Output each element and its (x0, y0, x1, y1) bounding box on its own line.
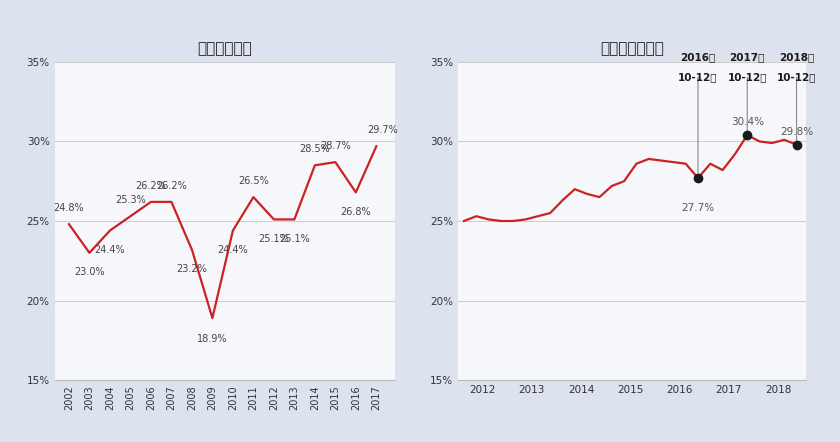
Text: 29.7%: 29.7% (367, 125, 398, 135)
Text: 24.8%: 24.8% (54, 203, 84, 213)
Text: 25.3%: 25.3% (115, 195, 146, 205)
Text: 18.9%: 18.9% (197, 334, 228, 344)
Text: 30.4%: 30.4% (731, 117, 764, 127)
Text: 23.2%: 23.2% (176, 264, 207, 274)
Text: 2016年: 2016年 (680, 52, 716, 62)
Text: 25.1%: 25.1% (259, 234, 289, 244)
Text: 24.4%: 24.4% (95, 245, 125, 255)
Text: 10-12月: 10-12月 (678, 72, 717, 83)
Text: 24.4%: 24.4% (218, 245, 248, 255)
Text: 10-12月: 10-12月 (727, 72, 767, 83)
Text: 26.2%: 26.2% (156, 181, 186, 191)
Text: 28.5%: 28.5% (300, 144, 330, 154)
Text: 2017年: 2017年 (730, 52, 765, 62)
Text: 27.7%: 27.7% (681, 203, 715, 213)
Text: 25.1%: 25.1% (279, 234, 310, 244)
Text: 26.8%: 26.8% (340, 207, 371, 217)
Text: 29.8%: 29.8% (780, 127, 813, 137)
Text: 10-12月: 10-12月 (777, 72, 816, 83)
Text: 2018年: 2018年 (779, 52, 814, 62)
Text: 26.2%: 26.2% (135, 181, 166, 191)
Title: 『四半期推移』: 『四半期推移』 (600, 42, 664, 57)
Text: 23.0%: 23.0% (74, 267, 105, 277)
Text: 26.5%: 26.5% (238, 176, 269, 186)
Title: 『年度推移』: 『年度推移』 (197, 42, 252, 57)
Text: 28.7%: 28.7% (320, 141, 351, 151)
